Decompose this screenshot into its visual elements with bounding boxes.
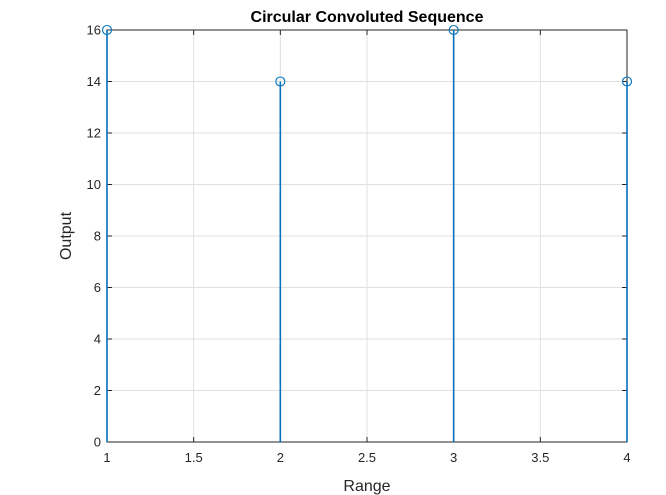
stem-marker	[101, 24, 113, 36]
y-tick-label: 4	[94, 332, 101, 347]
x-tick-label: 3.5	[531, 450, 549, 465]
x-tick-label: 4	[623, 450, 630, 465]
y-tick-label: 2	[94, 383, 101, 398]
stem-series	[101, 24, 633, 442]
chart-title: Circular Convoluted Sequence	[251, 9, 484, 26]
x-tick-label: 2.5	[358, 450, 376, 465]
y-tick-label: 16	[87, 23, 101, 38]
y-tick-label: 12	[87, 126, 101, 141]
y-tick-label: 14	[87, 74, 101, 89]
stem-marker	[621, 76, 633, 87]
y-tick-label: 10	[87, 177, 101, 192]
y-tick-label: 6	[94, 280, 101, 295]
x-tick-label: 2	[277, 450, 284, 465]
x-axis-label: Range	[343, 478, 390, 495]
y-axis-label: Output	[58, 211, 75, 260]
grid-lines	[106, 29, 628, 443]
stem-marker	[275, 76, 286, 87]
x-axis-ticks: 1 1.5 2 2.5 3 3.5 4	[103, 30, 631, 465]
stem-marker	[448, 24, 459, 36]
y-axis-ticks: 0 2 4 6 8 10 12 14 16	[87, 23, 627, 450]
x-tick-label: 1.5	[185, 450, 203, 465]
y-tick-label: 0	[94, 435, 101, 450]
x-tick-label: 1	[103, 450, 110, 465]
x-tick-label: 3	[450, 450, 457, 465]
y-tick-label: 8	[94, 229, 101, 244]
